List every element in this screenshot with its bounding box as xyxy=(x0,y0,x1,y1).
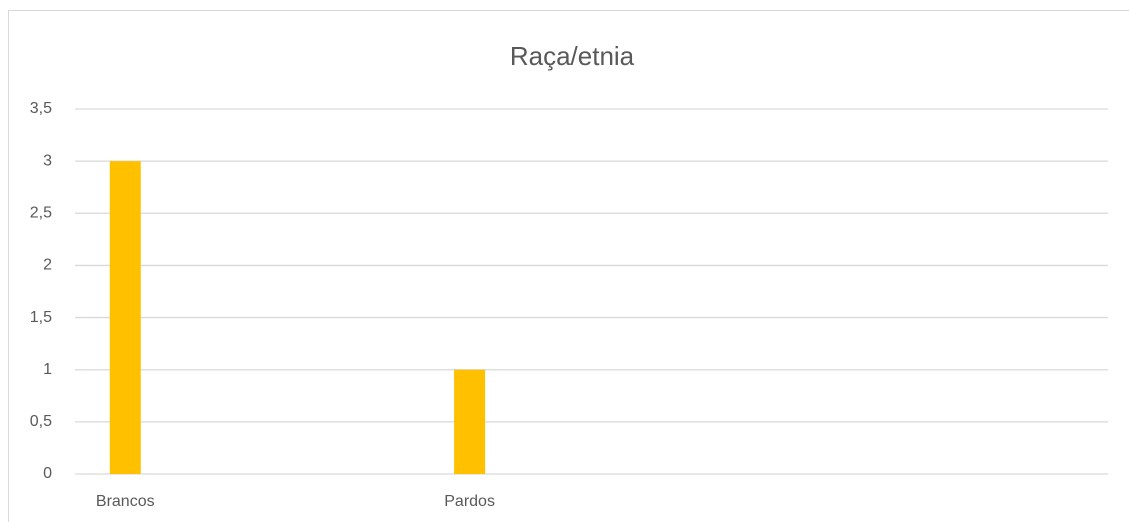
x-tick-label: Brancos xyxy=(96,493,155,510)
y-tick-label: 3,5 xyxy=(30,100,52,117)
bar xyxy=(109,161,141,474)
x-tick-label: Pardos xyxy=(444,493,495,510)
bar xyxy=(454,369,486,474)
y-tick-label: 2,5 xyxy=(30,205,52,222)
y-tick-label: 0 xyxy=(43,465,52,482)
y-tick-label: 1,5 xyxy=(30,309,52,326)
y-tick-label: 0,5 xyxy=(30,413,52,430)
y-tick-label: 1 xyxy=(43,361,52,378)
y-tick-label: 3 xyxy=(43,152,52,169)
y-tick-label: 2 xyxy=(43,257,52,274)
chart-border xyxy=(8,10,1129,522)
chart-title: Raça/etnia xyxy=(510,41,635,71)
